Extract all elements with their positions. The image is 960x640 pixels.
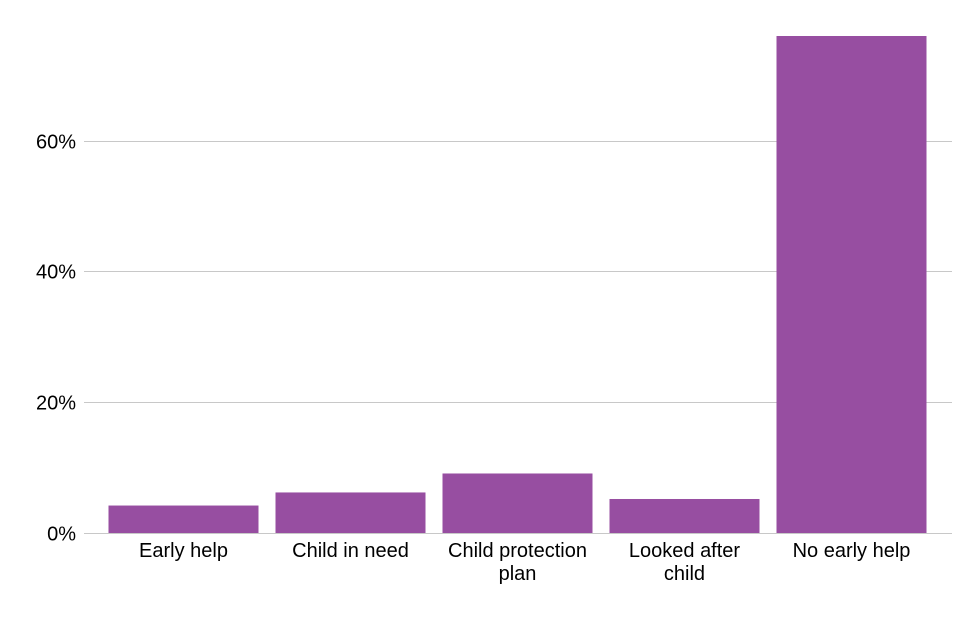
bar	[609, 498, 760, 533]
x-category-label: child	[664, 563, 705, 585]
x-category-label: Early help	[139, 540, 228, 562]
bars	[108, 36, 927, 533]
bar	[442, 473, 593, 533]
x-category-label: Child protection	[448, 540, 587, 562]
x-axis-category-labels: Early help Child in need Child protectionp…	[139, 540, 910, 585]
y-tick-label: 0%	[47, 524, 76, 546]
x-category-label: Child in need	[292, 540, 409, 562]
y-axis-tick-labels: 0% 20% 40% 60%	[36, 132, 76, 546]
y-tick-label: 60%	[36, 132, 76, 154]
x-category-label: Looked after	[629, 540, 741, 562]
bar	[776, 36, 927, 533]
bar	[275, 492, 426, 533]
y-tick-label: 40%	[36, 262, 76, 284]
bar	[108, 505, 259, 533]
x-category-label: No early help	[793, 540, 911, 562]
y-tick-label: 20%	[36, 393, 76, 415]
x-category-label: plan	[499, 563, 537, 585]
